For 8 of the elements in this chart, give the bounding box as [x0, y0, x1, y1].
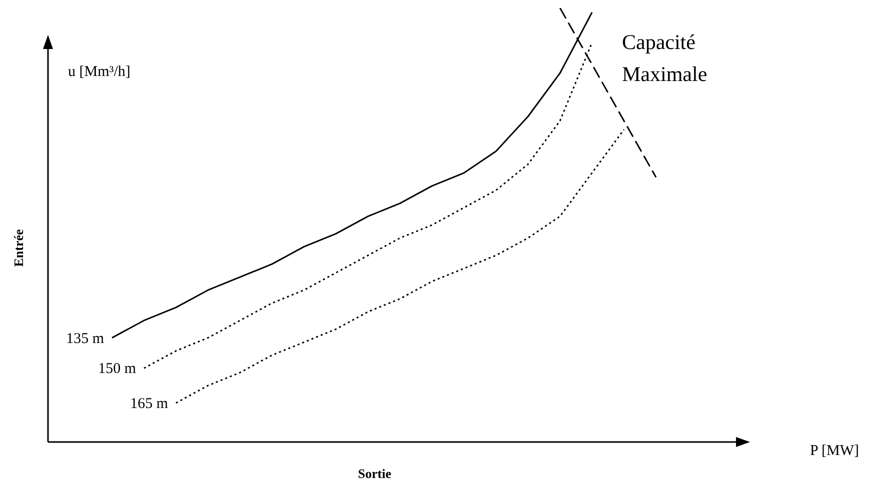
text: P [MW] [810, 443, 860, 460]
series-label: 150 m [98, 361, 136, 378]
y-axis-title: Entrée [10, 229, 27, 267]
annotation: u [Mm³/h] [68, 64, 130, 81]
series-label: 135 m [66, 330, 104, 347]
series-label: Capacité Maximale [622, 29, 708, 88]
series-label: 165 m [130, 396, 168, 412]
x-axis-title: Sortie [358, 466, 392, 482]
